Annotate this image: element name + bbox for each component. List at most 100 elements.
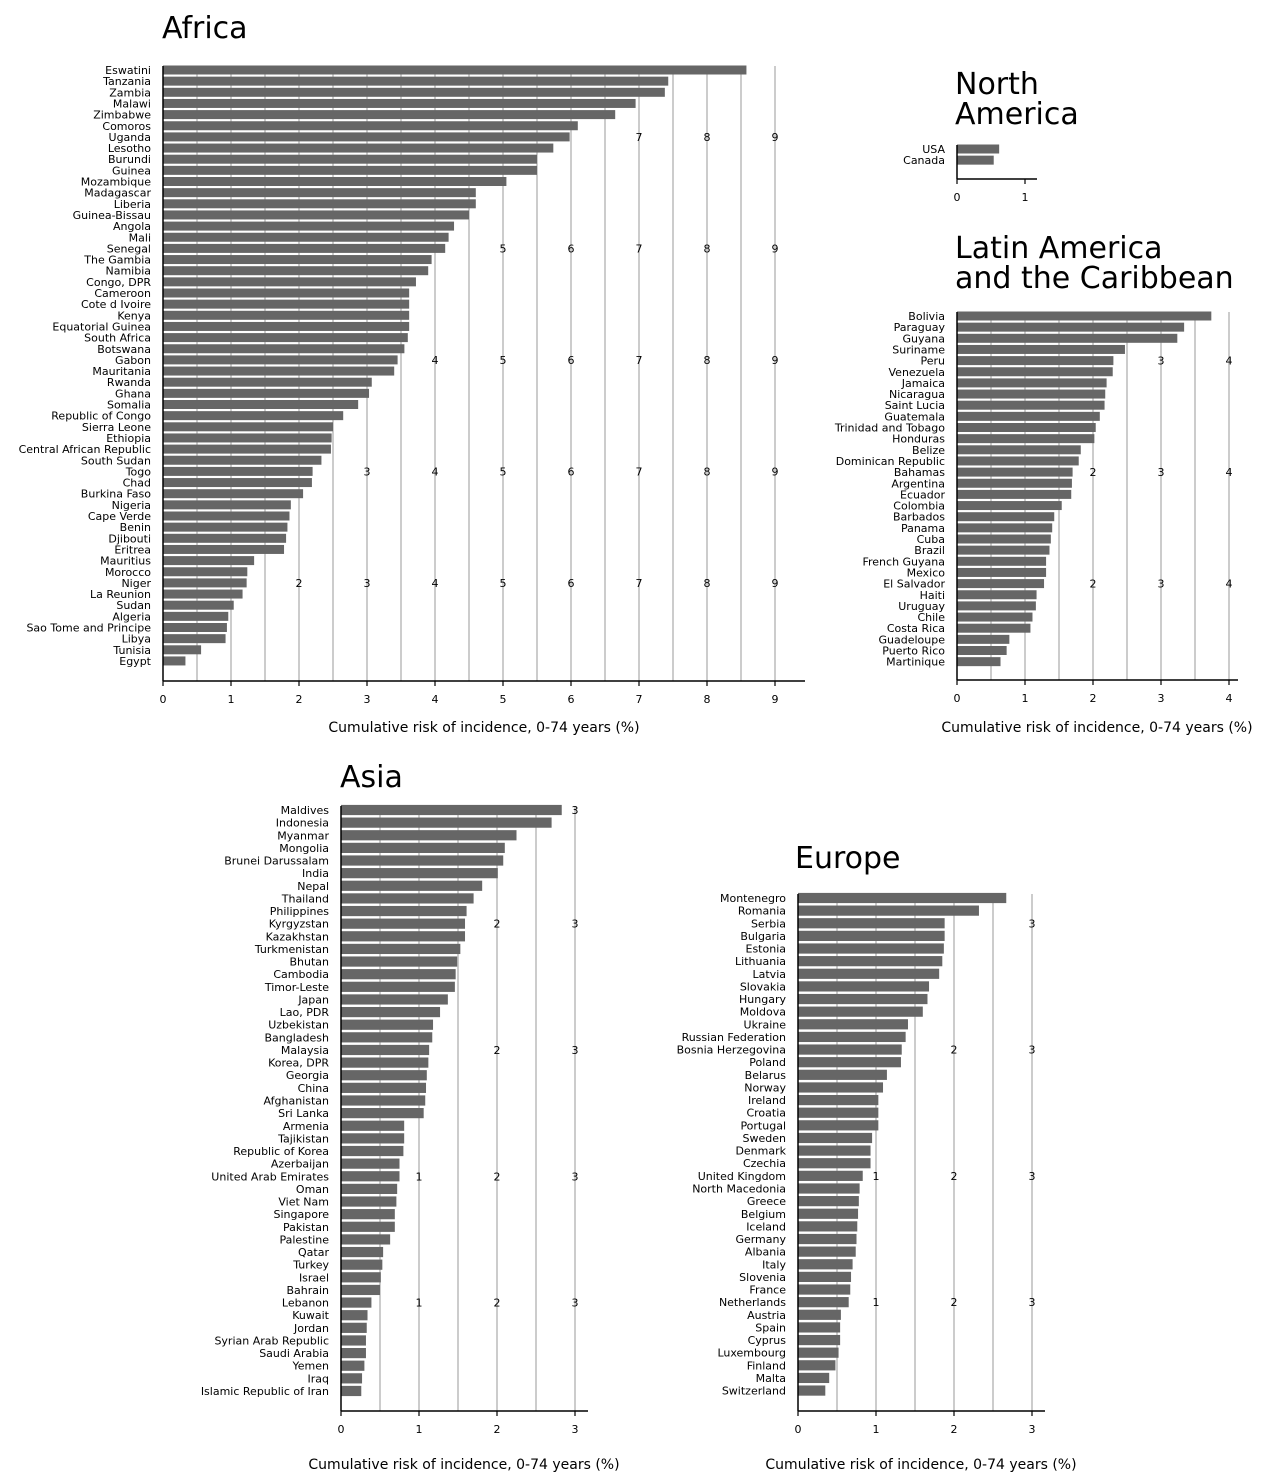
asia-bar bbox=[341, 905, 467, 917]
asia-bar bbox=[341, 855, 504, 866]
asia-inline-tick-label: 3 bbox=[572, 918, 579, 931]
africa-bar bbox=[163, 321, 410, 331]
europe-bar bbox=[798, 1360, 836, 1371]
latin-america-bar bbox=[957, 534, 1051, 544]
latin-america-category-label: Brazil bbox=[914, 544, 945, 557]
europe-inline-tick-label: 3 bbox=[1029, 1170, 1036, 1183]
africa-category-label: Egypt bbox=[119, 655, 151, 668]
africa-inline-tick-label: 3 bbox=[364, 577, 371, 590]
asia-inline-tick-label: 2 bbox=[494, 1044, 501, 1057]
asia-category-label: Georgia bbox=[286, 1069, 329, 1082]
asia-category-label: Nepal bbox=[297, 880, 329, 893]
latin-america-category-label: French Guyana bbox=[862, 555, 945, 568]
africa-bar bbox=[163, 556, 255, 566]
europe-bar bbox=[798, 1069, 887, 1080]
europe-category-label: Lithuania bbox=[735, 955, 786, 968]
latin-america-bar bbox=[957, 567, 1047, 577]
africa-category-label: Republic of Congo bbox=[51, 410, 151, 423]
asia-x-tick-label: 1 bbox=[416, 1423, 423, 1436]
africa-category-label: Liberia bbox=[114, 198, 151, 211]
europe-category-label: Malta bbox=[756, 1372, 786, 1385]
africa-bar bbox=[163, 277, 416, 287]
africa-bar bbox=[163, 87, 665, 97]
europe-bar bbox=[798, 943, 944, 954]
latin-america-bar bbox=[957, 456, 1079, 466]
asia-bar bbox=[341, 1272, 381, 1283]
latin-america-category-label: Nicaragua bbox=[889, 388, 945, 401]
europe-category-label: United Kingdom bbox=[698, 1170, 786, 1183]
latin-america-category-label: Bolivia bbox=[908, 310, 945, 323]
north-america-title: America bbox=[955, 97, 1079, 132]
africa-category-label: Cote d Ivoire bbox=[81, 298, 151, 311]
asia-bar bbox=[341, 1057, 429, 1068]
africa-bar bbox=[163, 377, 372, 387]
europe-bar bbox=[798, 1132, 873, 1144]
asia-category-label: India bbox=[302, 867, 329, 880]
latin-america-category-label: Chile bbox=[917, 611, 945, 624]
europe-inline-tick-label: 3 bbox=[1029, 917, 1036, 930]
europe-bar bbox=[798, 1120, 879, 1131]
africa-inline-tick-label: 4 bbox=[432, 577, 439, 590]
latin-america-bar bbox=[957, 512, 1055, 522]
africa-inline-tick-label: 9 bbox=[772, 131, 779, 144]
africa-category-label: Burundi bbox=[108, 153, 151, 166]
africa-inline-tick-label: 9 bbox=[772, 354, 779, 367]
north-america-category-label: USA bbox=[922, 143, 945, 156]
latin-america-x-tick-label: 4 bbox=[1226, 692, 1233, 705]
africa-category-label: Togo bbox=[125, 465, 152, 478]
latin-america-title: Latin America bbox=[955, 231, 1163, 266]
africa-category-label: Namibia bbox=[105, 265, 151, 278]
africa-bar bbox=[163, 333, 408, 343]
europe-inline-tick-label: 1 bbox=[873, 1170, 880, 1183]
latin-america-bar bbox=[957, 634, 1010, 644]
latin-america-category-label: Uruguay bbox=[898, 600, 945, 613]
africa-bar bbox=[163, 500, 291, 510]
africa-bar bbox=[163, 567, 248, 577]
africa-inline-tick-label: 6 bbox=[568, 354, 575, 367]
asia-category-label: Bhutan bbox=[289, 956, 329, 969]
latin-america-bar bbox=[957, 579, 1045, 589]
africa-category-label: Tunisia bbox=[112, 644, 151, 657]
europe-bar bbox=[798, 968, 940, 979]
africa-category-label: Burkina Faso bbox=[81, 488, 151, 501]
africa-bar bbox=[163, 288, 410, 298]
europe-bar bbox=[798, 1259, 853, 1270]
africa-category-label: Mozambique bbox=[81, 176, 151, 189]
asia-category-label: Thailand bbox=[281, 892, 329, 905]
asia-bar bbox=[341, 1259, 383, 1270]
africa-category-label: Benin bbox=[120, 521, 151, 534]
latin-america-bar bbox=[957, 501, 1062, 511]
africa-bar bbox=[163, 645, 202, 655]
africa-category-label: Eritrea bbox=[114, 543, 151, 556]
africa-inline-tick-label: 5 bbox=[500, 242, 507, 255]
asia-bar bbox=[341, 1221, 395, 1232]
europe-category-label: Luxembourg bbox=[717, 1347, 786, 1360]
europe-category-label: Spain bbox=[755, 1321, 786, 1334]
latin-america-x-axis-label: Cumulative risk of incidence, 0-74 years… bbox=[941, 720, 1252, 736]
europe-bar bbox=[798, 1334, 841, 1346]
africa-bar bbox=[163, 544, 285, 554]
africa-inline-tick-label: 7 bbox=[636, 465, 643, 478]
africa-x-tick-label: 4 bbox=[432, 693, 439, 706]
latin-america-bar bbox=[957, 467, 1073, 477]
latin-america-inline-tick-label: 4 bbox=[1226, 578, 1233, 591]
africa-bar bbox=[163, 243, 446, 253]
africa-category-label: Algeria bbox=[112, 610, 151, 623]
africa-category-label: Botswana bbox=[97, 343, 151, 356]
africa-category-label: Rwanda bbox=[107, 376, 151, 389]
europe-category-label: Serbia bbox=[751, 917, 786, 930]
asia-category-label: Malaysia bbox=[281, 1044, 329, 1057]
africa-x-tick-label: 7 bbox=[636, 693, 643, 706]
latin-america-category-label: Panama bbox=[901, 522, 945, 535]
latin-america-category-label: Colombia bbox=[893, 500, 945, 513]
asia-category-label: Azerbaijan bbox=[271, 1158, 329, 1171]
europe-category-label: Finland bbox=[747, 1359, 786, 1372]
latin-america-bar bbox=[957, 601, 1036, 611]
africa-bar bbox=[163, 299, 410, 309]
africa-inline-tick-label: 6 bbox=[568, 465, 575, 478]
asia-category-label: Lao, PDR bbox=[280, 1006, 330, 1019]
africa-category-label: Central African Republic bbox=[19, 443, 151, 456]
africa-category-label: South Africa bbox=[84, 332, 151, 345]
europe-category-label: Bulgaria bbox=[740, 930, 786, 943]
latin-america-category-label: Venezuela bbox=[889, 366, 946, 379]
